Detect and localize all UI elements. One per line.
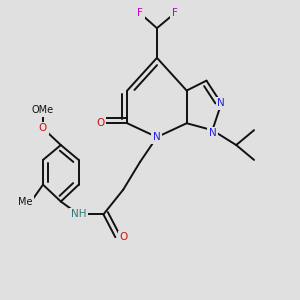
Text: O: O [119,232,128,242]
Text: F: F [137,8,143,18]
Text: O: O [96,118,105,128]
Text: N: N [218,98,225,108]
Text: N: N [208,128,216,138]
Text: F: F [172,8,178,18]
Text: NH: NH [71,209,86,219]
Text: Me: Me [18,196,32,206]
Text: OMe: OMe [32,105,54,116]
Text: O: O [39,123,47,133]
Text: N: N [153,132,161,142]
